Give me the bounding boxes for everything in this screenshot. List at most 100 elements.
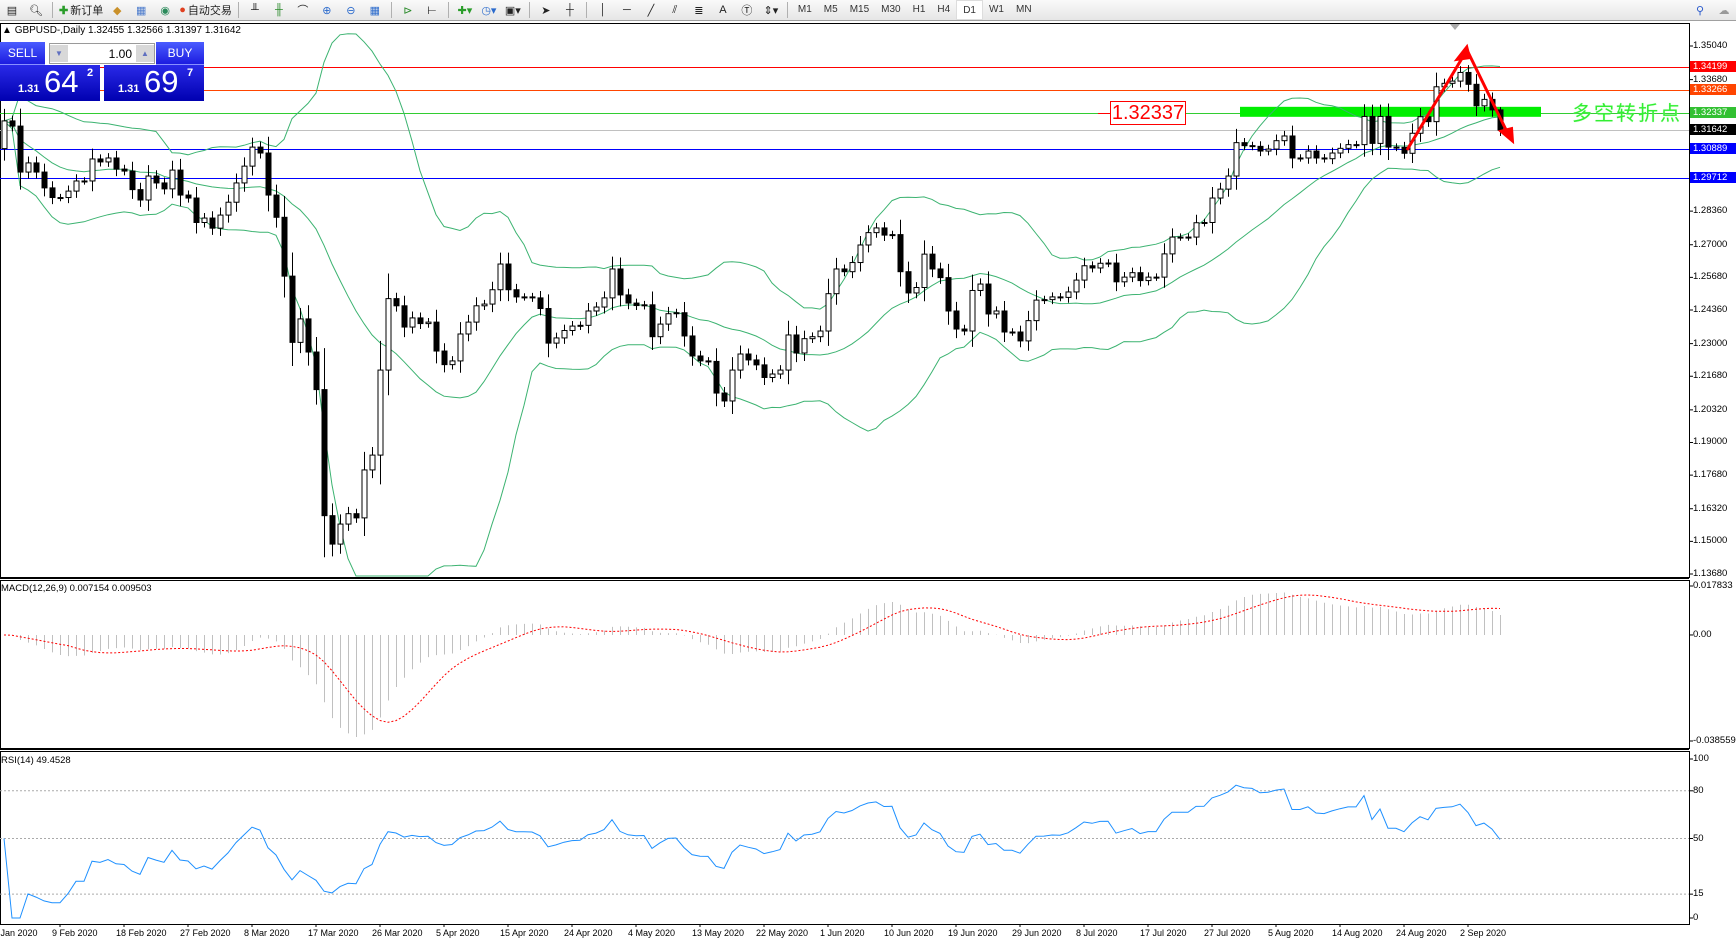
timeframe-mn[interactable]: MN xyxy=(1015,3,1032,15)
candle-body xyxy=(585,310,592,326)
candle xyxy=(985,271,992,327)
horizontal-line-icon[interactable]: ─ xyxy=(622,4,631,16)
candle xyxy=(1217,182,1224,205)
sell-price-box[interactable]: 1.31 64 2 xyxy=(0,64,100,101)
templates-icon[interactable]: ▣▾ xyxy=(504,4,521,17)
periods-icon[interactable]: ◷▾ xyxy=(481,4,497,17)
sell-button[interactable]: SELL xyxy=(0,42,45,65)
date-axis-label: 29 Jun 2020 xyxy=(1012,928,1062,938)
timeframe-w1[interactable]: W1 xyxy=(988,3,1004,15)
timeframe-d1[interactable]: D1 xyxy=(956,0,983,20)
candle-body xyxy=(161,182,168,190)
text-label-icon[interactable]: Ⓣ xyxy=(741,5,753,17)
candle-body xyxy=(1137,272,1144,282)
level-price-label[interactable]: 1.32337 xyxy=(1110,101,1186,125)
candle-body xyxy=(1097,262,1104,269)
price-axis-label: 1.21680 xyxy=(1693,370,1728,382)
pivot-annotation-text[interactable]: 多空转折点 xyxy=(1572,101,1682,125)
text-icon[interactable]: A xyxy=(719,4,727,16)
candle-body xyxy=(1361,115,1368,146)
candle xyxy=(905,261,912,304)
candle xyxy=(1137,266,1144,287)
buy-price-fraction: 7 xyxy=(187,67,194,79)
equidistant-channel-icon[interactable]: ⫽ xyxy=(672,3,678,16)
candle xyxy=(761,357,768,385)
candle-body xyxy=(1193,222,1200,238)
timeframe-m5[interactable]: M5 xyxy=(823,3,838,15)
resistance-zone xyxy=(1240,106,1541,117)
candle xyxy=(561,324,568,344)
candle-body xyxy=(441,350,448,366)
candle xyxy=(313,337,320,405)
metaeditor-icon[interactable]: ◆ xyxy=(112,4,122,17)
zoom-in-icon[interactable]: ⊕ xyxy=(322,4,332,17)
bollinger-upper-band xyxy=(3,33,1501,310)
date-axis-label: 5 Aug 2020 xyxy=(1268,928,1314,938)
timeframe-m15[interactable]: M15 xyxy=(849,3,870,15)
candle-body xyxy=(1105,262,1112,265)
community-icon[interactable]: ☁ xyxy=(1718,4,1730,17)
auto-trading-button[interactable]: ● 自动交易 xyxy=(179,1,232,19)
new-chart-icon[interactable]: ▤ xyxy=(6,4,18,17)
candle-body xyxy=(497,263,504,291)
candlestick-icon[interactable]: ╫ xyxy=(274,4,283,16)
toolbar-separator xyxy=(390,2,392,18)
candle-body xyxy=(57,197,64,200)
bar-chart-icon[interactable]: ╨ xyxy=(250,4,259,16)
candle-body xyxy=(249,146,256,167)
line-chart-icon[interactable]: ⌒ xyxy=(297,5,309,17)
indicators-icon[interactable]: ✚▾ xyxy=(457,4,473,17)
candle-body xyxy=(401,305,408,328)
timeframe-m1[interactable]: M1 xyxy=(797,3,812,15)
zoom-window-icon[interactable]: 🔍︎ xyxy=(29,4,43,17)
tile-windows-icon[interactable]: ▦ xyxy=(369,4,381,17)
price-axis-label: 1.28360 xyxy=(1693,205,1728,217)
fibonacci-icon[interactable]: ≣ xyxy=(694,4,704,17)
candle xyxy=(609,256,616,311)
candle xyxy=(865,225,872,253)
search-icon[interactable]: ⚲ xyxy=(1695,4,1705,17)
toolbar-separator xyxy=(447,2,449,18)
date-axis-label: 15 Apr 2020 xyxy=(500,928,549,938)
trendline-icon[interactable]: ╱ xyxy=(647,4,655,17)
candle xyxy=(537,290,544,316)
timeframe-h1[interactable]: H1 xyxy=(912,3,926,15)
buy-price-box[interactable]: 1.31 69 7 xyxy=(104,64,204,101)
timeframe-m30[interactable]: M30 xyxy=(881,3,901,15)
lot-size-input[interactable]: 1.00 xyxy=(108,46,132,61)
collapse-triangle-icon[interactable]: ▲ xyxy=(2,25,12,36)
candle-body xyxy=(425,321,432,325)
candle xyxy=(745,348,752,366)
candle-body xyxy=(817,330,824,338)
crosshair-icon[interactable]: ┼ xyxy=(565,4,574,16)
date-axis-label: 17 Jul 2020 xyxy=(1140,928,1187,938)
candle xyxy=(473,297,480,331)
candle-body xyxy=(673,312,680,315)
chart-shift-icon[interactable]: ⊢ xyxy=(427,4,437,17)
buy-button[interactable]: BUY xyxy=(156,42,204,65)
auto-scroll-icon[interactable]: ⊳ xyxy=(403,4,413,17)
zoom-out-icon[interactable]: ⊖ xyxy=(346,4,356,17)
candle-body xyxy=(705,360,712,363)
lot-decrease-button[interactable]: ▼ xyxy=(50,45,68,62)
new-order-button[interactable]: ✚ 新订单 xyxy=(59,1,103,19)
candle-body xyxy=(617,268,624,296)
candle-body xyxy=(121,168,128,172)
candle-body xyxy=(977,283,984,291)
rsi-axis-label: 15 xyxy=(1693,888,1704,900)
candle-body xyxy=(1465,71,1472,85)
vertical-line-icon[interactable]: │ xyxy=(599,4,607,16)
candle xyxy=(417,312,424,330)
candle-body xyxy=(113,157,120,170)
candle-body xyxy=(729,369,736,402)
candle xyxy=(1201,218,1208,227)
cursor-icon[interactable]: ➤ xyxy=(541,4,551,17)
arrows-icon[interactable]: ⇕▾ xyxy=(763,4,779,17)
lot-increase-button[interactable]: ▲ xyxy=(136,45,154,62)
signals-icon[interactable]: ◉ xyxy=(160,4,171,17)
timeframe-h4[interactable]: H4 xyxy=(937,3,951,15)
auto-trading-label: 自动交易 xyxy=(187,5,232,17)
navigator-icon[interactable]: ▦ xyxy=(136,4,147,17)
candle-body xyxy=(81,180,88,183)
